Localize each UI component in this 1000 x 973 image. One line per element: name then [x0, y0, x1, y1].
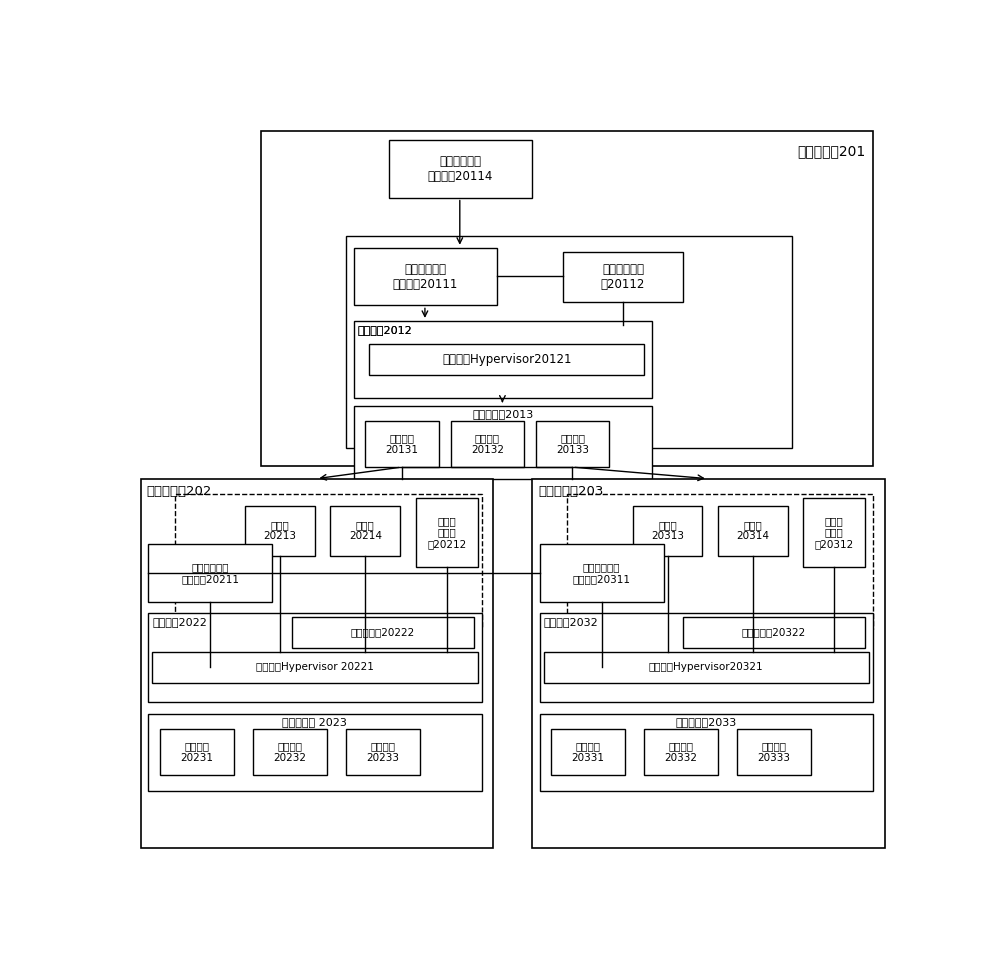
Text: 计算机设备203: 计算机设备203	[538, 485, 603, 498]
Bar	[152, 652, 478, 683]
Bar	[551, 729, 625, 775]
Text: 存储硬件
20332: 存储硬件 20332	[665, 741, 698, 763]
Text: 虚拟机管理单
元20112: 虚拟机管理单 元20112	[601, 263, 645, 291]
Bar	[544, 652, 869, 683]
Text: 虚拟负载均衡
代理单元20211: 虚拟负载均衡 代理单元20211	[181, 562, 239, 584]
Bar	[540, 544, 664, 602]
Bar	[563, 251, 683, 302]
Text: 虚拟机
20214: 虚拟机 20214	[349, 520, 382, 541]
Text: 虚拟负载均衡
代理单元20311: 虚拟负载均衡 代理单元20311	[573, 562, 631, 584]
Bar	[346, 236, 792, 448]
Text: 存储硬件
20132: 存储硬件 20132	[471, 433, 504, 454]
Bar	[416, 498, 478, 567]
Text: 网络硬件
20233: 网络硬件 20233	[366, 741, 399, 763]
Text: 存储硬件
20232: 存储硬件 20232	[273, 741, 306, 763]
Bar	[718, 506, 788, 556]
Text: 计算硬件
20231: 计算硬件 20231	[180, 741, 213, 763]
Text: 操作系统2032: 操作系统2032	[544, 617, 598, 628]
Bar	[140, 479, 493, 848]
Text: 虚拟交换机20222: 虚拟交换机20222	[351, 628, 415, 637]
Text: 负载均
衡虚拟
机20212: 负载均 衡虚拟 机20212	[427, 516, 466, 549]
Bar	[633, 506, 702, 556]
Bar	[540, 713, 873, 790]
Text: 硬件资源层2033: 硬件资源层2033	[676, 717, 737, 728]
Text: 硬件资源层 2023: 硬件资源层 2023	[282, 717, 347, 728]
Text: 虚拟化层Hypervisor20321: 虚拟化层Hypervisor20321	[649, 663, 764, 672]
Bar	[369, 343, 644, 375]
Bar	[346, 729, 420, 775]
Text: 虚拟机
20213: 虚拟机 20213	[264, 520, 296, 541]
Bar	[737, 729, 811, 775]
Text: 网络硬件
20333: 网络硬件 20333	[758, 741, 791, 763]
Bar	[803, 498, 865, 567]
Text: 虚拟化层Hypervisor20121: 虚拟化层Hypervisor20121	[442, 353, 571, 366]
Text: 虚拟化层Hypervisor 20221: 虚拟化层Hypervisor 20221	[256, 663, 374, 672]
Text: 操作系统2022: 操作系统2022	[152, 617, 207, 628]
Bar	[450, 421, 524, 467]
Bar	[148, 544, 272, 602]
Bar	[365, 421, 439, 467]
Text: 硬件资源层2013: 硬件资源层2013	[472, 410, 533, 419]
Bar	[261, 130, 873, 465]
Bar	[245, 506, 315, 556]
Bar	[253, 729, 326, 775]
Bar	[567, 494, 873, 629]
Bar	[160, 729, 234, 775]
Bar	[175, 494, 482, 629]
Bar	[354, 248, 497, 306]
Bar	[683, 617, 865, 648]
Bar	[540, 613, 873, 702]
Text: 虚拟负载均衡
管理单元20111: 虚拟负载均衡 管理单元20111	[393, 263, 458, 291]
Bar	[292, 617, 474, 648]
Text: 虚拟机
20313: 虚拟机 20313	[651, 520, 684, 541]
Text: 计算硬件
20131: 计算硬件 20131	[386, 433, 419, 454]
Bar	[354, 406, 652, 479]
Bar	[354, 321, 652, 398]
Text: 虚拟交换机20322: 虚拟交换机20322	[742, 628, 806, 637]
Text: 操作系统2012: 操作系统2012	[358, 325, 412, 335]
Bar	[148, 613, 482, 702]
Bar	[532, 479, 885, 848]
Text: 操作系统2012: 操作系统2012	[358, 325, 412, 335]
Text: 网络硬件
20133: 网络硬件 20133	[556, 433, 589, 454]
Text: 负载均
衡虚拟
机20312: 负载均 衡虚拟 机20312	[814, 516, 854, 549]
Bar	[644, 729, 718, 775]
Text: 计算机设备202: 计算机设备202	[147, 485, 212, 498]
Bar	[536, 421, 609, 467]
Text: 计算硬件
20331: 计算硬件 20331	[572, 741, 605, 763]
Text: 计算机设备201: 计算机设备201	[797, 144, 865, 159]
Bar	[388, 140, 532, 198]
Bar	[330, 506, 400, 556]
Text: 虚拟负载均衡
数据设备20114: 虚拟负载均衡 数据设备20114	[428, 155, 493, 183]
Bar	[148, 713, 482, 790]
Text: 虚拟机
20314: 虚拟机 20314	[736, 520, 769, 541]
